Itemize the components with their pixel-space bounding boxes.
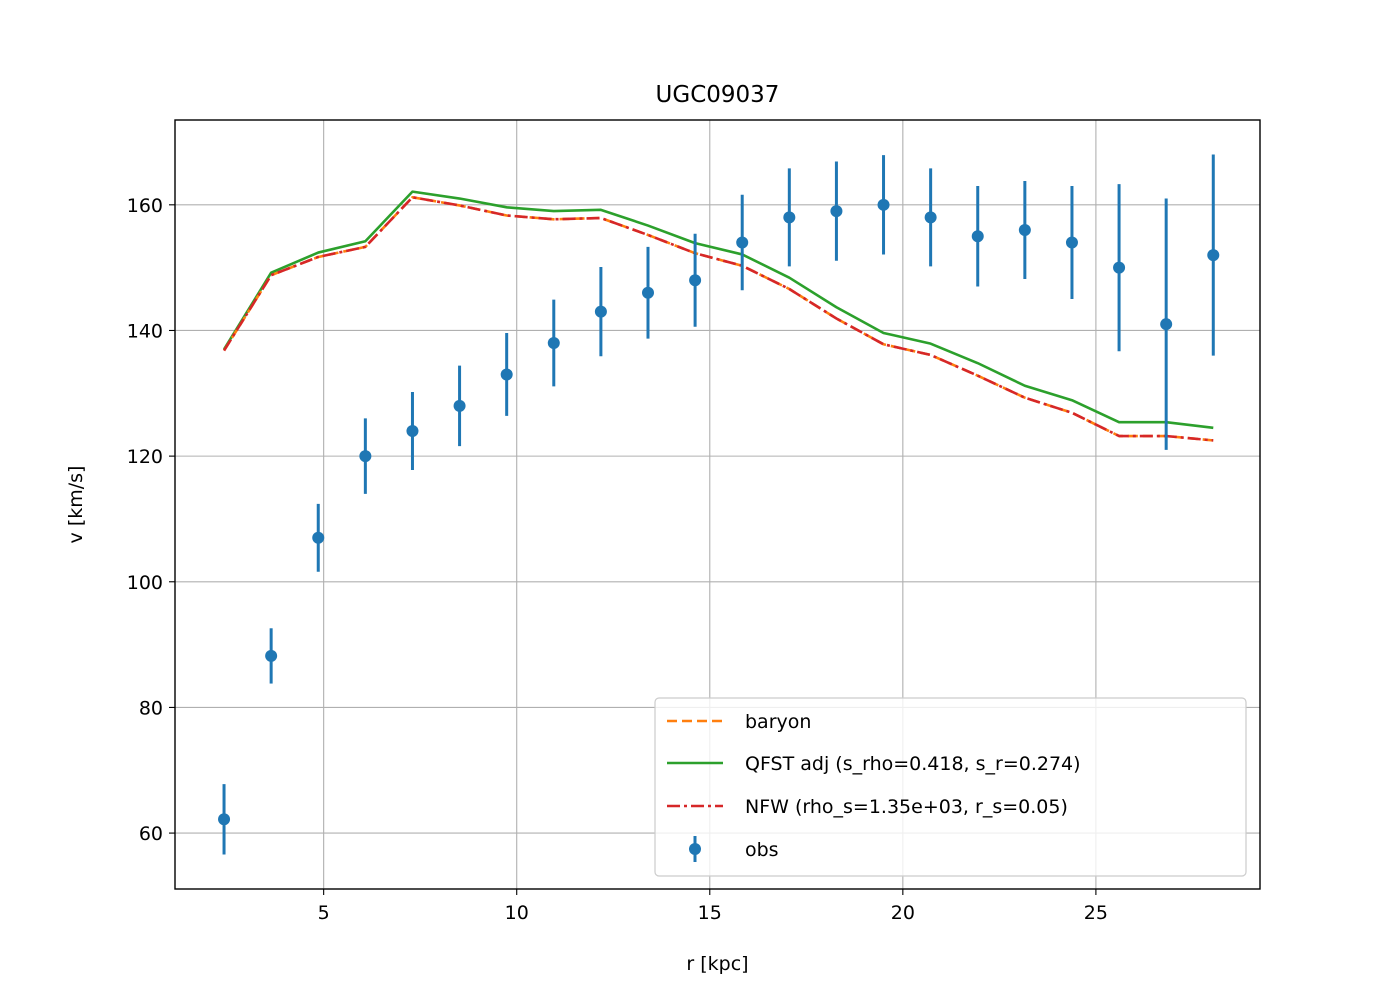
y-tick-label: 160 bbox=[127, 195, 163, 217]
obs-point bbox=[877, 198, 890, 211]
legend-label-qfst: QFST adj (s_rho=0.418, s_r=0.274) bbox=[745, 753, 1081, 775]
obs-point bbox=[830, 205, 843, 218]
legend-label-nfw: NFW (rho_s=1.35e+03, r_s=0.05) bbox=[745, 796, 1068, 818]
x-axis-label: r [kpc] bbox=[686, 953, 748, 975]
obs-point bbox=[218, 813, 231, 826]
obs-point bbox=[783, 211, 796, 224]
obs-point bbox=[641, 286, 654, 299]
obs-point bbox=[312, 531, 325, 544]
grid bbox=[175, 120, 1260, 889]
obs-point bbox=[689, 274, 702, 287]
y-tick-label: 140 bbox=[127, 320, 163, 342]
obs-point bbox=[971, 230, 984, 243]
obs-point bbox=[359, 450, 372, 463]
series-line-qfst bbox=[222, 190, 1214, 430]
y-tick-label: 100 bbox=[127, 572, 163, 594]
obs-point bbox=[1207, 249, 1220, 262]
obs-point bbox=[736, 236, 749, 249]
y-tick-label: 60 bbox=[139, 823, 163, 845]
obs-point bbox=[1160, 318, 1173, 331]
series-line-nfw bbox=[222, 195, 1214, 442]
y-tick-label: 80 bbox=[139, 697, 163, 719]
axis-ticks: 5 10 15 20 25 60 80 100 120 140 160 bbox=[127, 195, 1108, 924]
x-tick-label: 20 bbox=[891, 902, 915, 924]
x-tick-label: 10 bbox=[505, 902, 529, 924]
obs-point bbox=[500, 368, 513, 381]
plot-frame bbox=[174, 119, 1261, 890]
legend: baryon QFST adj (s_rho=0.418, s_r=0.274)… bbox=[654, 697, 1247, 877]
legend-label-obs: obs bbox=[745, 839, 779, 861]
obs-point bbox=[1018, 223, 1031, 236]
legend-label-baryon: baryon bbox=[745, 711, 811, 733]
obs-point bbox=[547, 337, 560, 350]
y-axis-label: v [km/s] bbox=[65, 466, 87, 544]
x-tick-label: 25 bbox=[1084, 902, 1108, 924]
obs-point bbox=[453, 399, 466, 412]
x-tick-label: 15 bbox=[698, 902, 722, 924]
x-tick-label: 5 bbox=[318, 902, 330, 924]
obs-point bbox=[924, 211, 937, 224]
plot-series bbox=[218, 154, 1220, 855]
legend-swatch-obs-marker bbox=[689, 843, 701, 855]
chart-title: UGC09037 bbox=[656, 82, 780, 108]
obs-point bbox=[406, 424, 419, 437]
legend-box bbox=[654, 697, 1247, 877]
y-tick-label: 120 bbox=[127, 446, 163, 468]
obs-point bbox=[1065, 236, 1078, 249]
obs-point bbox=[265, 649, 278, 662]
obs-point bbox=[594, 305, 607, 318]
obs-point bbox=[1113, 261, 1126, 274]
